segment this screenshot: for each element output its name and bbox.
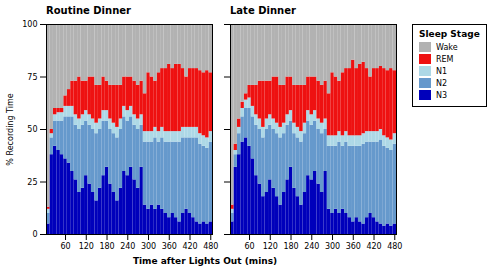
svg-text:480: 480 [203, 242, 218, 251]
html-text:N1: N1 [436, 66, 448, 76]
svg-text:50: 50 [27, 125, 37, 134]
svg-text:360: 360 [162, 242, 177, 251]
svg-text:60: 60 [60, 242, 70, 251]
html-text:Late Dinner: Late Dinner [230, 5, 296, 16]
html-text:N2: N2 [436, 78, 448, 88]
svg-text:480: 480 [387, 242, 402, 251]
svg-text:180: 180 [99, 242, 114, 251]
html-text:Time after Lights Out (mins): Time after Lights Out (mins) [132, 256, 278, 266]
svg-text:0: 0 [32, 230, 37, 239]
html-text:Wake: Wake [436, 42, 458, 52]
html-text:Sleep Stage: Sleep Stage [419, 29, 480, 39]
svg-text:120: 120 [263, 242, 278, 251]
svg-text:420: 420 [182, 242, 197, 251]
svg-text:300: 300 [141, 242, 156, 251]
svg-text:240: 240 [120, 242, 135, 251]
html-text:N3: N3 [436, 90, 448, 100]
svg-text:180: 180 [283, 242, 298, 251]
svg-text:25: 25 [27, 178, 37, 187]
svg-text:120: 120 [79, 242, 94, 251]
html-text:REM: REM [436, 54, 454, 64]
svg-text:100: 100 [22, 20, 37, 29]
svg-text:300: 300 [325, 242, 340, 251]
svg-text:420: 420 [366, 242, 381, 251]
svg-text:60: 60 [244, 242, 254, 251]
svg-text:75: 75 [27, 73, 37, 82]
svg-text:360: 360 [346, 242, 361, 251]
html-text:Routine Dinner: Routine Dinner [46, 5, 131, 16]
svg-text:240: 240 [304, 242, 319, 251]
svg-text:% Recording Time: % Recording Time [6, 93, 15, 165]
